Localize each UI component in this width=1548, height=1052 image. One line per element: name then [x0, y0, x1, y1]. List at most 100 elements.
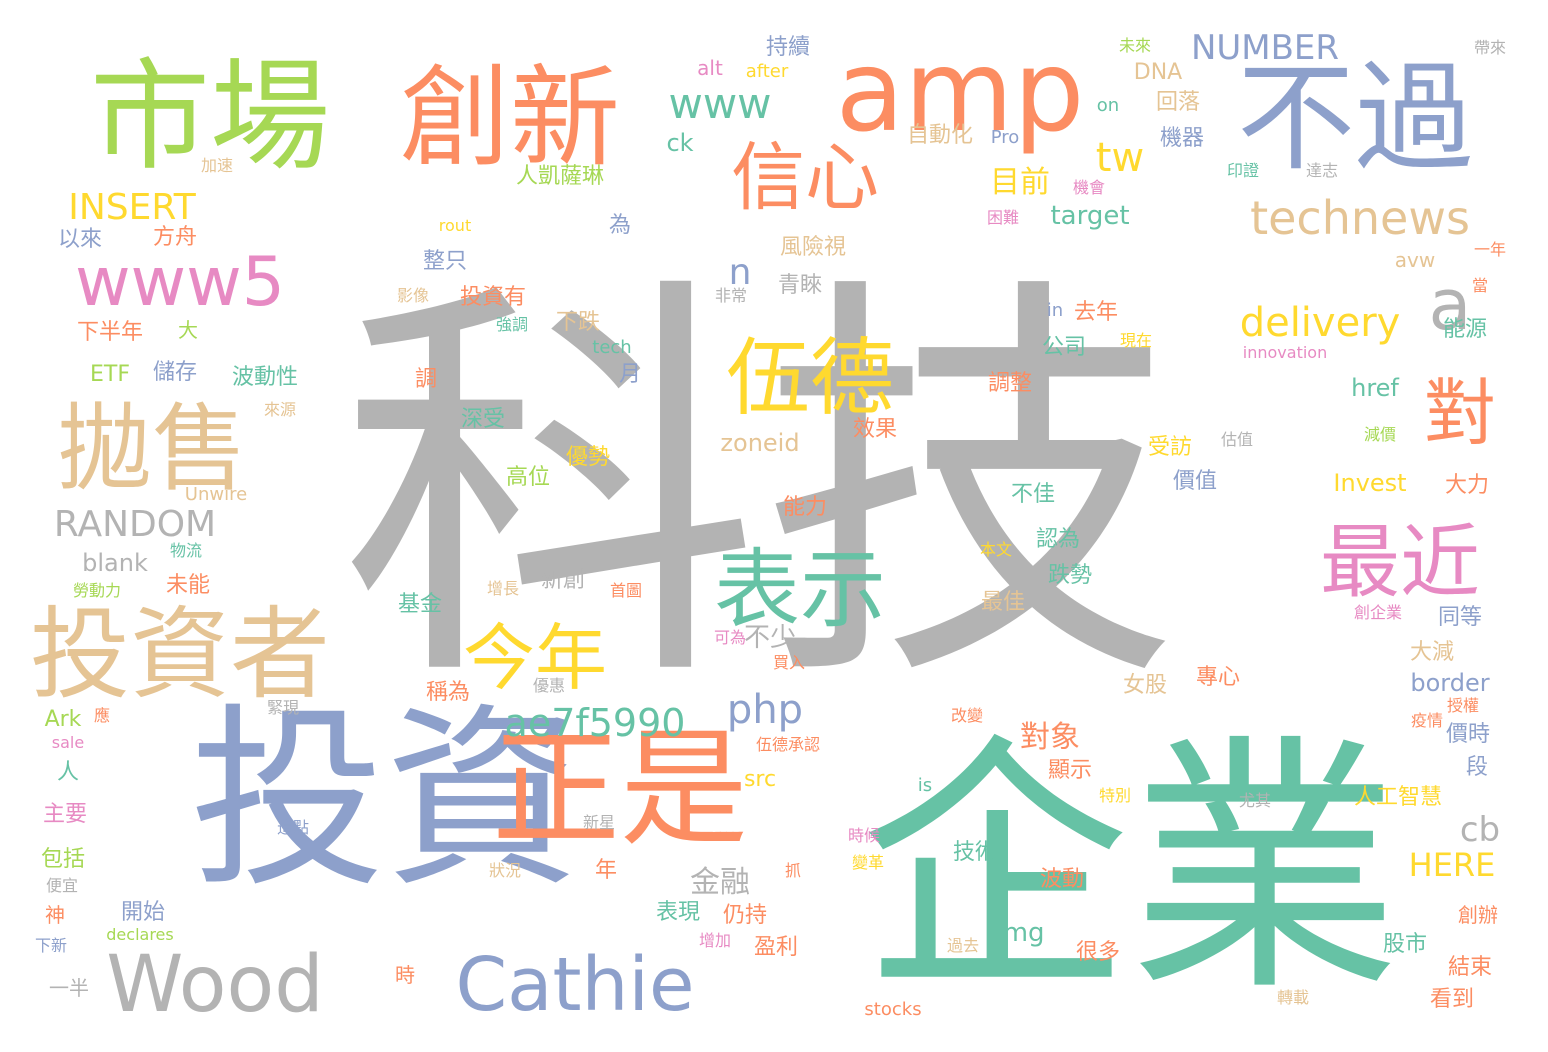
word-cloud-term: www5: [74, 243, 286, 322]
word-cloud-term: 達志: [1305, 161, 1339, 180]
word-cloud-term: 加速: [200, 156, 234, 175]
word-cloud-term: 強調: [495, 315, 529, 334]
word-cloud-term: 青睞: [777, 273, 823, 298]
word-cloud-term: 今年: [462, 616, 608, 700]
word-cloud-term: 創新: [400, 54, 620, 182]
word-cloud-term: ck: [666, 129, 694, 157]
word-cloud-term: 現在: [1119, 331, 1153, 350]
word-cloud-term: 波動性: [231, 365, 299, 390]
word-cloud-term: 受訪: [1147, 435, 1193, 460]
word-cloud-term: in: [1046, 300, 1064, 321]
word-cloud-term: 不過: [1236, 49, 1474, 187]
word-cloud-term: 人工智慧: [1353, 785, 1443, 810]
word-cloud-term: 創企業: [1353, 603, 1403, 622]
word-cloud-term: HERE: [1408, 846, 1496, 884]
word-cloud-term: 帶來: [1473, 38, 1507, 57]
word-cloud-term: 風險視: [779, 235, 847, 260]
word-cloud-term: 對: [1423, 371, 1497, 455]
word-cloud-term: 尤其: [1238, 791, 1272, 810]
word-cloud-term: 仍持: [722, 903, 768, 928]
word-cloud-term: 月: [618, 362, 642, 387]
word-cloud-term: 增加: [698, 931, 732, 950]
word-cloud-term: 很多: [1075, 940, 1121, 965]
word-cloud-term: Cathie: [455, 942, 695, 1028]
word-cloud-term: 自動化: [906, 123, 974, 148]
word-cloud-term: 以來: [57, 227, 103, 252]
word-cloud-term: href: [1351, 374, 1399, 402]
word-cloud-term: 顯示: [1047, 758, 1093, 783]
word-cloud-term: 投資者: [30, 596, 330, 713]
word-cloud-term: 增長: [486, 579, 520, 598]
word-cloud-term: 來源: [263, 400, 297, 419]
word-cloud-term: Ark: [44, 707, 82, 732]
word-cloud-term: 持續: [765, 35, 811, 60]
word-cloud-term: 未能: [165, 573, 211, 598]
word-cloud-term: 狀況: [488, 861, 522, 880]
word-cloud-term: 調整: [987, 371, 1033, 396]
word-cloud-term: Unwire: [184, 484, 248, 505]
word-cloud-term: 看到: [1429, 987, 1475, 1012]
word-cloud-term: 為: [608, 213, 632, 238]
word-cloud-term: NUMBER: [1190, 28, 1340, 68]
word-cloud-term: 便宜: [45, 876, 79, 895]
word-cloud-term: 特別: [1098, 786, 1132, 805]
word-cloud-term: Pro: [990, 127, 1020, 148]
word-cloud-term: tw: [1095, 135, 1145, 181]
word-cloud-term: 改變: [950, 706, 984, 725]
word-cloud-term: Invest: [1333, 469, 1407, 497]
word-cloud-term: 表現: [655, 900, 701, 925]
word-cloud-term: 調: [414, 367, 438, 392]
word-cloud-term: 市場: [90, 48, 330, 187]
word-cloud-term: 技術: [952, 840, 998, 865]
word-cloud-term: 專心: [1195, 665, 1241, 690]
word-cloud-term: 年: [594, 858, 618, 883]
word-cloud-term: declares: [106, 925, 174, 944]
word-cloud-term: 最近: [1320, 516, 1480, 609]
word-cloud-term: 股市: [1382, 932, 1428, 957]
word-cloud-term: 公司: [1041, 335, 1087, 360]
word-cloud-term: cb: [1459, 810, 1501, 850]
word-cloud-term: 應: [93, 706, 111, 725]
word-cloud-term: 減價: [1363, 425, 1397, 444]
word-cloud-term: 跌勢: [1047, 563, 1093, 588]
word-cloud-term: 深受: [460, 407, 506, 432]
word-cloud-term: 不佳: [1010, 482, 1056, 507]
word-cloud-term: 估值: [1220, 430, 1254, 449]
word-cloud-term: 緊現: [266, 698, 300, 717]
word-cloud-term: 儲存: [152, 360, 198, 385]
word-cloud-term: 變革: [851, 853, 885, 872]
word-cloud-term: 這點: [276, 818, 310, 837]
word-cloud-term: 價時: [1445, 722, 1491, 747]
word-cloud-term: 投資有: [459, 285, 527, 310]
word-cloud-term: 物流: [169, 541, 203, 560]
word-cloud-term: 一年: [1473, 240, 1507, 259]
word-cloud-term: 人: [56, 760, 80, 785]
word-cloud-term: RANDOM: [53, 504, 217, 545]
word-cloud-term: 新星: [582, 813, 616, 832]
word-cloud-term: 創辦: [1458, 903, 1498, 927]
word-cloud-term: 主要: [42, 802, 88, 827]
word-cloud-term: 認為: [1035, 527, 1081, 552]
word-cloud-term: sale: [51, 733, 85, 752]
word-cloud-term: on: [1096, 95, 1120, 116]
word-cloud-term: 大力: [1444, 473, 1490, 498]
word-cloud-term: a: [1428, 264, 1472, 346]
word-cloud-term: 科技: [340, 245, 1180, 734]
word-cloud-term: n: [728, 252, 752, 293]
word-cloud-term: zoneid: [720, 429, 800, 457]
word-cloud-term: 非常: [714, 286, 748, 305]
word-cloud-term: 困難: [986, 208, 1020, 227]
word-cloud-term: 信心: [731, 135, 879, 221]
word-cloud-term: 高位: [505, 465, 551, 490]
word-cloud-term: 授權: [1446, 696, 1480, 715]
word-cloud-term: 勞動力: [72, 581, 122, 600]
word-cloud-term: php: [726, 687, 804, 733]
word-cloud-term: 優勢: [565, 445, 611, 470]
word-cloud-term: 開始: [120, 900, 166, 925]
word-cloud-term: 波動: [1039, 867, 1085, 892]
word-cloud-term: ae7f5990: [504, 701, 686, 745]
word-cloud-term: alt: [697, 56, 723, 80]
word-cloud-term: technews: [1250, 191, 1470, 245]
word-cloud-term: Wood: [106, 940, 324, 1030]
word-cloud-term: img: [995, 918, 1045, 948]
